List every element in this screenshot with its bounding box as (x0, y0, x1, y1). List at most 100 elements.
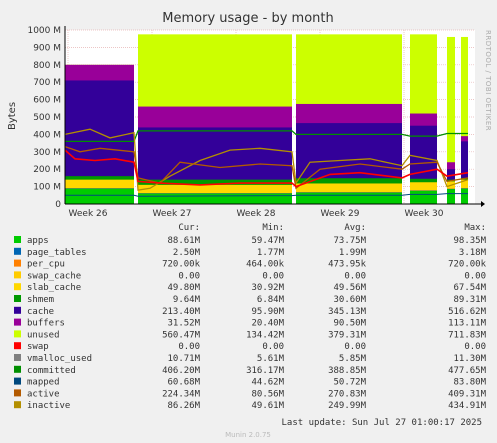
legend: Cur: Min: Avg: Max: apps 88.61M 59.47M 73.75M 98… (14, 223, 487, 411)
legend-value: 213.40M (162, 307, 201, 317)
legend-series-name: inactive (27, 401, 70, 411)
legend-swatch (14, 295, 21, 302)
legend-series-name: committed (27, 366, 76, 376)
legend-value: 0.00 (178, 342, 200, 352)
line-mapped (65, 193, 468, 197)
legend-value: 113.11M (448, 319, 487, 329)
legend-value: 6.84M (257, 295, 285, 305)
legend-series-name: unused (27, 330, 60, 340)
legend-value: 83.80M (453, 378, 486, 388)
legend-series-name: apps (27, 236, 49, 246)
legend-value: 388.85M (328, 366, 367, 376)
munin-version: Munin 2.0.75 (225, 431, 271, 439)
legend-value: 49.80M (167, 283, 200, 293)
legend-value: 409.31M (448, 389, 487, 399)
legend-value: 9.64M (173, 295, 201, 305)
last-update: Last update: Sun Jul 27 01:00:17 2025 (282, 418, 482, 428)
legend-series-name: per_cpu (27, 260, 65, 270)
legend-series-name: vmalloc_used (27, 354, 92, 364)
legend-value: 0.00 (464, 342, 486, 352)
legend-value: 44.62M (251, 378, 284, 388)
legend-swatch (14, 330, 21, 338)
legend-swatch (14, 236, 21, 243)
legend-value: 249.99M (328, 401, 367, 411)
y-tick-label: 0 (55, 200, 61, 210)
legend-value: 49.61M (251, 401, 284, 411)
legend-value: 89.31M (453, 295, 486, 305)
y-tick-label: 500 M (33, 113, 61, 123)
legend-value: 20.40M (251, 319, 284, 329)
legend-value: 516.62M (448, 307, 487, 317)
x-tick-label: Week 30 (405, 209, 444, 219)
legend-value: 434.91M (448, 401, 487, 411)
y-tick-label: 200 M (33, 165, 61, 175)
legend-swatch (14, 389, 21, 397)
legend-series-name: swap (27, 342, 49, 352)
legend-value: 224.34M (162, 389, 201, 399)
legend-series-name: page_tables (27, 248, 87, 258)
legend-value: 720.00k (448, 260, 487, 270)
legend-value: 0.00 (344, 271, 366, 281)
legend-column-header: Min: (262, 223, 284, 233)
legend-value: 406.20M (162, 366, 201, 376)
legend-value: 50.72M (333, 378, 366, 388)
legend-value: 0.00 (262, 342, 284, 352)
legend-value: 90.50M (333, 319, 366, 329)
legend-value: 477.65M (448, 366, 487, 376)
y-tick-label: 100 M (33, 183, 61, 193)
y-axis-label: Bytes (7, 102, 18, 130)
y-tick-label: 800 M (33, 61, 61, 71)
legend-series-name: mapped (27, 378, 60, 388)
area-unused (447, 36, 455, 205)
legend-swatch (14, 401, 21, 409)
legend-series-name: shmem (27, 295, 54, 305)
legend-value: 30.92M (251, 283, 284, 293)
rrdtool-watermark: RRDTOOL / TOBI OETIKER (484, 30, 492, 131)
legend-value: 73.75M (333, 236, 366, 246)
legend-column-header: Cur: (178, 223, 200, 233)
legend-value: 5.85M (339, 354, 367, 364)
area-apps (296, 192, 402, 204)
legend-value: 0.00 (262, 271, 284, 281)
legend-value: 1.99M (339, 248, 367, 258)
line-committed (65, 130, 468, 143)
legend-swatch (14, 365, 21, 373)
legend-swatch (14, 342, 21, 350)
legend-value: 473.95k (328, 260, 367, 270)
y-tick-label: 400 M (33, 130, 61, 140)
y-tick-label: 900 M (33, 43, 61, 53)
chart-title: Memory usage - by month (162, 11, 333, 26)
legend-value: 2.50M (173, 248, 201, 258)
area-apps (65, 188, 134, 204)
legend-swatch (14, 306, 21, 314)
x-tick-label: Week 26 (69, 209, 108, 219)
legend-value: 88.61M (167, 236, 200, 246)
legend-swatch (14, 271, 21, 279)
legend-series-name: cache (27, 307, 54, 317)
legend-value: 379.31M (328, 330, 367, 340)
y-tick-label: 300 M (33, 148, 61, 158)
legend-series-name: active (27, 389, 60, 399)
legend-value: 11.30M (453, 354, 486, 364)
legend-value: 67.54M (453, 283, 486, 293)
legend-value: 60.68M (167, 378, 200, 388)
line-inactive (64, 128, 469, 191)
legend-series-name: buffers (27, 319, 65, 329)
legend-value: 80.56M (251, 389, 284, 399)
legend-swatch (14, 247, 21, 255)
legend-value: 0.00 (344, 342, 366, 352)
legend-value: 345.13M (328, 307, 367, 317)
legend-value: 86.26M (167, 401, 200, 411)
y-tick-label: 700 M (33, 78, 61, 88)
legend-swatch (14, 354, 21, 361)
x-tick-label: Week 27 (153, 209, 192, 219)
legend-value: 464.00k (246, 260, 285, 270)
legend-series-name: swap_cache (27, 271, 81, 281)
y-tick-label: 1000 M (27, 26, 61, 36)
axes (64, 26, 485, 207)
x-tick-label: Week 28 (237, 209, 276, 219)
legend-series-name: slab_cache (27, 283, 81, 293)
legend-value: 95.90M (251, 307, 284, 317)
legend-swatch (14, 318, 21, 326)
